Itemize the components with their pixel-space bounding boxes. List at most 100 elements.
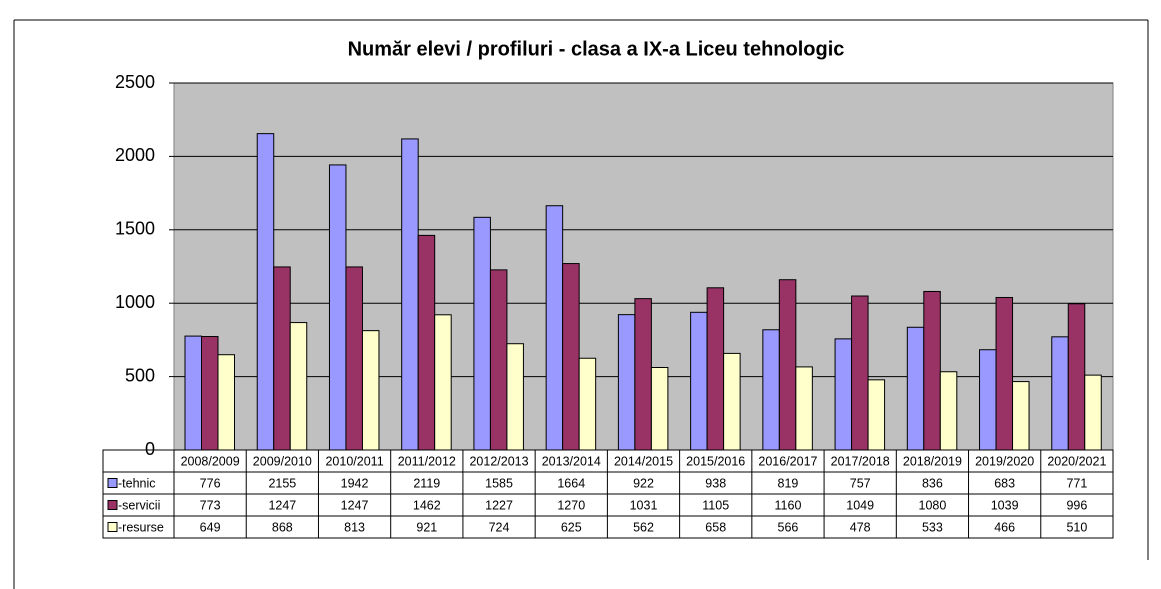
legend-label: -servicii	[118, 498, 160, 512]
bar	[506, 343, 524, 451]
bar	[578, 357, 597, 451]
table-value: 533	[922, 520, 943, 534]
x-tick-label: 2008/2009	[181, 454, 240, 468]
table-value: 776	[200, 476, 221, 490]
bar	[867, 379, 886, 451]
table-value: 562	[633, 520, 654, 534]
table-value: 1031	[630, 498, 658, 512]
y-tick-label: 2500	[115, 72, 155, 92]
table-value: 1247	[341, 498, 369, 512]
x-tick-label: 2013/2014	[542, 454, 601, 468]
bar	[939, 371, 958, 451]
table-value: 1247	[268, 498, 296, 512]
table-value: 1105	[702, 498, 729, 512]
y-tick-label: 1500	[115, 219, 155, 239]
table-value: 510	[1066, 520, 1087, 534]
table-value: 478	[850, 520, 871, 534]
x-tick-label: 2018/2019	[903, 454, 962, 468]
table-value: 868	[272, 520, 293, 534]
table-value: 683	[994, 476, 1015, 490]
bar	[762, 329, 780, 451]
table-value: 2155	[268, 476, 296, 490]
bar	[634, 298, 652, 451]
table-value: 773	[200, 498, 221, 512]
bar	[834, 338, 853, 451]
table-value: 1160	[775, 498, 802, 512]
table-value: 771	[1066, 476, 1087, 490]
table-value: 649	[200, 520, 221, 534]
table-value: 757	[850, 476, 871, 490]
bar	[184, 335, 202, 451]
bar	[401, 138, 419, 451]
bar	[328, 164, 347, 451]
table-value: 836	[922, 476, 943, 490]
bar	[345, 266, 363, 451]
chart-title: Număr elevi / profiluri - clasa a IX-a L…	[348, 38, 845, 60]
legend-key	[107, 478, 118, 488]
y-tick-label: 0	[145, 439, 155, 459]
x-tick-label: 2017/2018	[831, 454, 890, 468]
table-value: 938	[705, 476, 726, 490]
table-value: 658	[705, 520, 726, 534]
bar	[1051, 336, 1069, 451]
x-tick-label: 2012/2013	[469, 454, 528, 468]
table-value: 1462	[413, 498, 441, 512]
table-value: 1270	[557, 498, 585, 512]
bar	[1012, 381, 1030, 451]
bar	[778, 279, 797, 451]
bar	[723, 352, 741, 451]
bar	[617, 314, 636, 451]
x-tick-label: 2010/2011	[325, 454, 383, 468]
x-tick-label: 2009/2010	[253, 454, 312, 468]
table-value: 819	[778, 476, 799, 490]
bar	[995, 296, 1014, 451]
table-value: 1942	[341, 476, 369, 490]
legend-label: -tehnic	[118, 476, 156, 490]
x-tick-label: 2019/2020	[975, 454, 1034, 468]
table-value: 625	[561, 520, 582, 534]
y-tick-label: 500	[125, 365, 155, 385]
bar	[489, 269, 508, 451]
legend-key	[107, 500, 118, 510]
bar	[906, 326, 925, 451]
legend-key	[107, 522, 118, 532]
bar	[434, 314, 452, 451]
table-value: 1049	[846, 498, 874, 512]
bar	[256, 133, 275, 451]
table-value: 2119	[413, 476, 440, 490]
table-value: 466	[994, 520, 1015, 534]
table-value: 566	[778, 520, 799, 534]
table-value: 724	[489, 520, 510, 534]
bar	[650, 366, 669, 451]
table-value: 1227	[485, 498, 513, 512]
bar	[545, 205, 564, 451]
table-value: 1585	[485, 476, 513, 490]
x-tick-label: 2011/2012	[398, 454, 456, 468]
bar	[1067, 303, 1086, 451]
table-value: 1039	[991, 498, 1019, 512]
legend-label: -resurse	[118, 520, 164, 534]
table-value: 921	[416, 520, 437, 534]
bar	[690, 311, 708, 451]
bar	[417, 234, 436, 451]
bar	[562, 263, 580, 451]
bar	[706, 287, 725, 451]
x-tick-label: 2020/2021	[1047, 454, 1106, 468]
x-tick-label: 2014/2015	[614, 454, 673, 468]
bar	[851, 295, 869, 451]
table-value: 922	[633, 476, 654, 490]
bar	[795, 366, 813, 451]
bar	[979, 349, 997, 451]
bar	[361, 330, 380, 451]
y-tick-label: 1000	[115, 292, 155, 312]
bar	[217, 354, 235, 451]
x-tick-label: 2015/2016	[686, 454, 745, 468]
x-tick-label: 2016/2017	[758, 454, 817, 468]
table-value: 813	[344, 520, 365, 534]
bar	[273, 266, 291, 451]
table-value: 1664	[557, 476, 585, 490]
bar	[1084, 374, 1102, 451]
table-value: 996	[1066, 498, 1087, 512]
table-value: 1080	[919, 498, 947, 512]
